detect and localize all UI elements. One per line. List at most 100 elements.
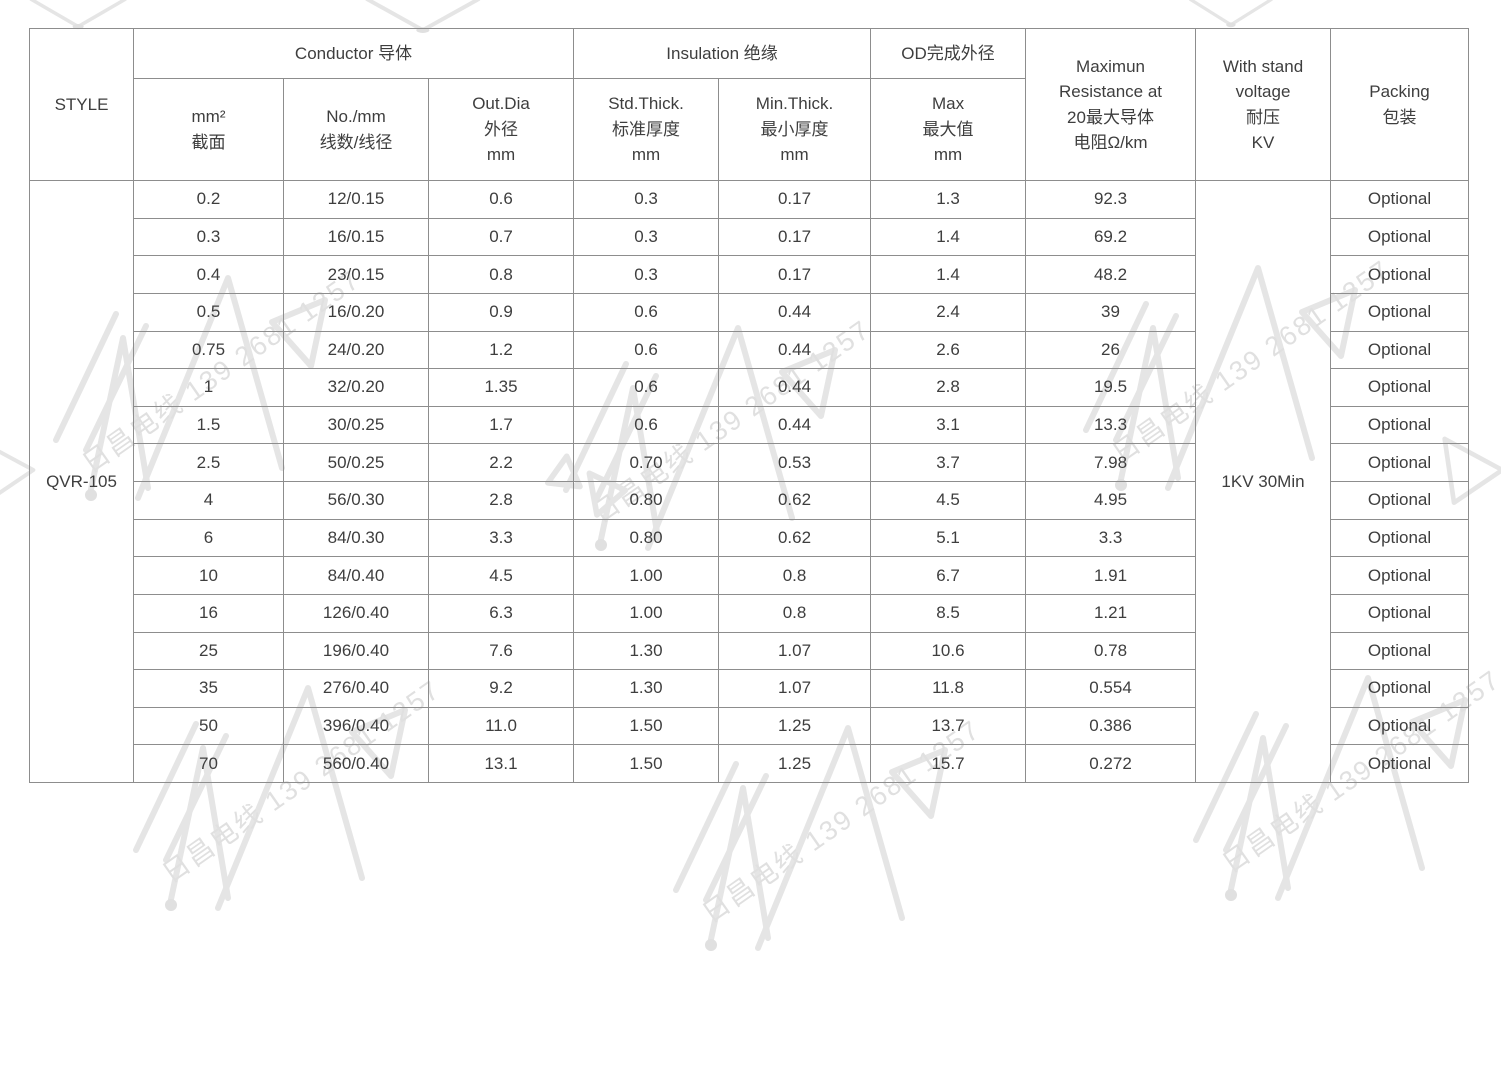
table-cell: 1.35 xyxy=(427,368,575,407)
table-cell: 1.07 xyxy=(718,669,872,708)
table-cell: 7.98 xyxy=(1025,443,1197,482)
table-cell: 0.6 xyxy=(573,330,720,370)
group-header-insulation: Insulation 绝缘 xyxy=(573,28,872,79)
table-cell: 4.5 xyxy=(870,481,1027,520)
col-header-withstand: With stand voltage 耐压 KV xyxy=(1195,28,1332,181)
table-body: QVR-105 0.2 12/0.15 0.6 0.3 0.17 1.3 92.3 1KV 30… xyxy=(29,180,1470,783)
table-cell: 0.53 xyxy=(718,443,872,482)
table-cell: 0.17 xyxy=(718,180,872,219)
table-cell: 2.2 xyxy=(427,443,575,482)
table-cell: 0.62 xyxy=(718,518,872,558)
table-cell: 0.70 xyxy=(573,443,720,482)
packing-cell: Optional xyxy=(1330,593,1470,633)
table-cell: 276/0.40 xyxy=(283,669,429,708)
table-cell: 1.2 xyxy=(427,330,575,370)
table-cell: 3.1 xyxy=(870,405,1027,445)
table-cell: 9.2 xyxy=(427,669,575,708)
packing-cell: Optional xyxy=(1330,368,1470,407)
table-cell: 0.3 xyxy=(573,217,720,257)
table-cell: 13.7 xyxy=(870,706,1027,746)
table-row: 10 84/0.40 4.5 1.00 0.8 6.7 1.91 Optional xyxy=(30,556,1470,595)
table-cell: 30/0.25 xyxy=(283,405,429,445)
packing-cell: Optional xyxy=(1330,443,1470,482)
table-cell: 0.6 xyxy=(427,180,575,219)
table-cell: 1.00 xyxy=(573,556,720,595)
withstand-value-cell: 1KV 30Min xyxy=(1195,180,1332,783)
table-cell: 0.3 xyxy=(133,217,284,257)
table-cell: 0.8 xyxy=(718,593,872,633)
table-cell: 0.75 xyxy=(133,330,284,370)
table-cell: 6 xyxy=(133,518,284,558)
triangle-watermark-icon xyxy=(1188,0,1273,28)
table-cell: 0.6 xyxy=(573,368,720,407)
packing-cell: Optional xyxy=(1330,292,1470,332)
group-header-od: OD完成外径 xyxy=(870,28,1027,79)
table-cell: 0.62 xyxy=(718,481,872,520)
packing-cell: Optional xyxy=(1330,217,1470,257)
table-cell: 0.5 xyxy=(133,292,284,332)
table-cell: 0.9 xyxy=(427,292,575,332)
table-cell: 1.7 xyxy=(427,405,575,445)
table-cell: 16 xyxy=(133,593,284,633)
table-cell: 1.30 xyxy=(573,669,720,708)
table-cell: 13.1 xyxy=(427,744,575,783)
table-cell: 0.80 xyxy=(573,518,720,558)
packing-cell: Optional xyxy=(1330,330,1470,370)
spec-table: STYLE Conductor 导体 Insulation 绝缘 OD完成外径 … xyxy=(29,28,1470,783)
table-cell: 0.44 xyxy=(718,368,872,407)
table-cell: 1 xyxy=(133,368,284,407)
table-cell: 19.5 xyxy=(1025,368,1197,407)
packing-cell: Optional xyxy=(1330,669,1470,708)
table-cell: 1.5 xyxy=(133,405,284,445)
col-header-std-thick: Std.Thick. 标准厚度 mm xyxy=(573,78,720,181)
style-value-cell: QVR-105 xyxy=(29,180,134,783)
table-cell: 92.3 xyxy=(1025,180,1197,219)
col-header-packing: Packing 包装 xyxy=(1330,28,1470,181)
table-row: QVR-105 0.2 12/0.15 0.6 0.3 0.17 1.3 92.3 1KV 30… xyxy=(29,180,1470,783)
triangle-watermark-icon xyxy=(29,0,127,30)
packing-cell: Optional xyxy=(1330,405,1470,445)
table-cell: 3.3 xyxy=(1025,518,1197,558)
table-cell: 11.8 xyxy=(870,669,1027,708)
table-cell: 2.5 xyxy=(133,443,284,482)
table-cell: 126/0.40 xyxy=(283,593,429,633)
table-cell: 0.44 xyxy=(718,292,872,332)
table-cell: 69.2 xyxy=(1025,217,1197,257)
header-row-subcolumns: mm² 截面 No./mm 线数/线径 Out.Dia 外径 mm Std.Th… xyxy=(30,78,1469,181)
table-cell: 1.4 xyxy=(870,255,1027,294)
table-cell: 2.8 xyxy=(870,368,1027,407)
table-cell: 0.8 xyxy=(718,556,872,595)
table-cell: 1.91 xyxy=(1025,556,1197,595)
table-cell: 0.78 xyxy=(1025,631,1197,671)
packing-cell: Optional xyxy=(1330,481,1470,520)
table-cell: 12/0.15 xyxy=(283,180,429,219)
col-header-no-mm: No./mm 线数/线径 xyxy=(283,78,429,181)
table-cell: 4.5 xyxy=(427,556,575,595)
table-cell: 0.17 xyxy=(718,217,872,257)
table-cell: 0.44 xyxy=(718,405,872,445)
table-cell: 0.6 xyxy=(573,405,720,445)
table-cell: 1.30 xyxy=(573,631,720,671)
packing-cell: Optional xyxy=(1330,255,1470,294)
col-header-min-thick: Min.Thick. 最小厚度 mm xyxy=(718,78,872,181)
packing-cell: Optional xyxy=(1330,744,1470,783)
table-cell: 196/0.40 xyxy=(283,631,429,671)
table-cell: 25 xyxy=(133,631,284,671)
table-cell: 50 xyxy=(133,706,284,746)
table-cell: 1.21 xyxy=(1025,593,1197,633)
table-cell: 8.5 xyxy=(870,593,1027,633)
table-cell: 0.554 xyxy=(1025,669,1197,708)
table-cell: 48.2 xyxy=(1025,255,1197,294)
table-cell: 70 xyxy=(133,744,284,783)
table-cell: 50/0.25 xyxy=(283,443,429,482)
table-cell: 24/0.20 xyxy=(283,330,429,370)
table-cell: 13.3 xyxy=(1025,405,1197,445)
table-cell: 3.7 xyxy=(870,443,1027,482)
table-row: 25 196/0.40 7.6 1.30 1.07 10.6 0.78 Optional xyxy=(30,631,1470,671)
col-header-od-max: Max 最大值 mm xyxy=(870,78,1027,181)
table-cell: 84/0.30 xyxy=(283,518,429,558)
table-cell: 16/0.20 xyxy=(283,292,429,332)
table-cell: 6.3 xyxy=(427,593,575,633)
table-cell: 10 xyxy=(133,556,284,595)
table-cell: 39 xyxy=(1025,292,1197,332)
